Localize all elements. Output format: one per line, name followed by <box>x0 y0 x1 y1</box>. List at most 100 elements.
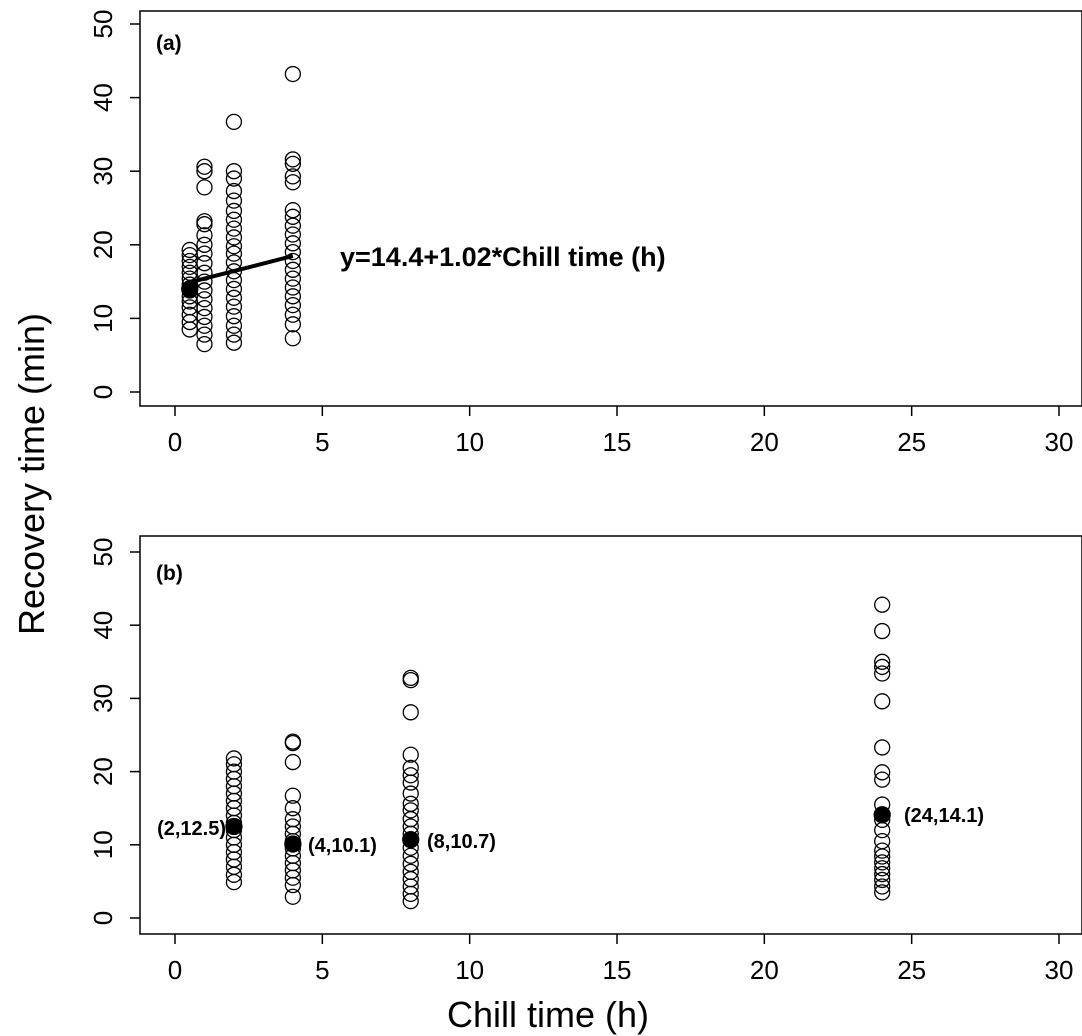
x-tick-label: 10 <box>455 427 484 457</box>
data-point <box>196 158 213 175</box>
data-point <box>402 669 419 687</box>
data-point <box>284 202 302 219</box>
axes-a: 0 5 10 15 20 25 30 0 10 20 30 40 50 <box>88 10 1073 457</box>
y-tick-label: 20 <box>88 757 118 786</box>
x-tick-label: 25 <box>897 955 926 985</box>
data-point <box>196 236 213 253</box>
data-point <box>196 273 213 290</box>
y-tick-label: 50 <box>88 10 118 39</box>
plot-frame-a <box>139 10 1082 407</box>
x-axis-title: Chill time (h) <box>447 994 649 1035</box>
data-point <box>284 330 302 347</box>
data-point <box>402 759 419 777</box>
points-a <box>181 65 302 353</box>
data-point <box>225 298 243 315</box>
data-point <box>196 299 213 317</box>
data-point <box>874 658 891 676</box>
data-point <box>225 280 243 298</box>
data-point <box>196 179 213 196</box>
y-tick-label: 0 <box>88 911 118 925</box>
mean-point <box>181 280 199 298</box>
data-point <box>402 785 419 802</box>
data-point <box>284 733 302 750</box>
y-tick-label: 40 <box>88 83 118 112</box>
data-point <box>196 255 213 272</box>
data-point <box>225 202 243 220</box>
panel-label-b: (b) <box>156 562 183 585</box>
data-point <box>225 763 243 780</box>
data-point <box>196 308 213 326</box>
x-tick-label: 15 <box>603 427 632 457</box>
mean-label-8h: (8,10.7) <box>427 831 496 853</box>
y-tick-label: 30 <box>88 157 118 186</box>
data-point <box>225 170 243 187</box>
x-tick-label: 20 <box>750 955 779 985</box>
data-point <box>225 756 243 773</box>
y-tick-label: 10 <box>88 304 118 333</box>
data-point <box>225 113 243 131</box>
mean-point <box>402 831 420 849</box>
x-tick-label: 20 <box>750 427 779 457</box>
data-point <box>284 226 302 243</box>
data-point <box>284 261 302 278</box>
data-point <box>874 739 891 756</box>
data-point <box>225 192 243 209</box>
data-point <box>874 832 891 850</box>
data-point <box>874 622 891 640</box>
data-point <box>225 245 243 262</box>
data-point <box>225 317 243 334</box>
mean-label-4h: (4,10.1) <box>308 835 377 857</box>
x-tick-label: 25 <box>897 427 926 457</box>
x-tick-label: 15 <box>603 955 632 985</box>
panel-a: (a) 0 5 10 15 20 25 30 0 10 20 30 40 50 y=14.4+1.02*… <box>88 10 1082 457</box>
data-point <box>874 860 891 877</box>
mean-point <box>284 835 302 853</box>
data-point <box>402 704 419 721</box>
data-point <box>225 263 243 280</box>
data-point <box>874 596 891 613</box>
data-point <box>225 238 243 255</box>
x-tick-label: 0 <box>168 955 182 985</box>
data-point <box>874 764 891 781</box>
data-point <box>284 151 302 168</box>
data-point <box>874 653 891 670</box>
regression-equation: y=14.4+1.02*Chill time (h) <box>340 242 666 272</box>
data-point <box>196 163 213 180</box>
data-point <box>874 871 891 889</box>
data-point <box>284 288 302 305</box>
x-tick-label: 5 <box>315 955 329 985</box>
data-point <box>284 316 302 333</box>
data-point <box>225 163 243 180</box>
data-point <box>402 855 419 872</box>
data-point <box>196 227 213 244</box>
data-point <box>402 767 419 784</box>
data-point <box>284 753 302 771</box>
data-point <box>874 884 891 901</box>
data-point <box>196 245 213 262</box>
data-point <box>284 818 302 835</box>
y-tick-label: 0 <box>88 385 118 399</box>
data-point <box>196 216 213 233</box>
data-point <box>284 270 302 287</box>
data-point <box>225 326 243 343</box>
data-point <box>284 800 302 817</box>
data-point <box>196 213 213 230</box>
axes-b: 0 5 10 15 20 25 30 0 10 20 30 40 50 <box>88 538 1073 985</box>
y-tick-label: 30 <box>88 684 118 713</box>
data-point <box>225 254 243 271</box>
data-point <box>196 326 213 343</box>
plot-frame-b <box>139 535 1082 935</box>
data-point <box>284 811 302 828</box>
x-tick-label: 30 <box>1045 427 1074 457</box>
data-point <box>284 888 302 905</box>
data-point <box>284 734 302 752</box>
data-point <box>196 282 213 299</box>
data-point <box>284 244 302 261</box>
data-point <box>225 229 243 246</box>
data-point <box>402 795 419 812</box>
data-point <box>196 317 213 334</box>
y-axis-title: Recovery time (min) <box>11 313 52 635</box>
mean-label-2h: (2,12.5) <box>157 818 226 840</box>
data-point <box>284 235 302 252</box>
data-point <box>284 174 302 191</box>
